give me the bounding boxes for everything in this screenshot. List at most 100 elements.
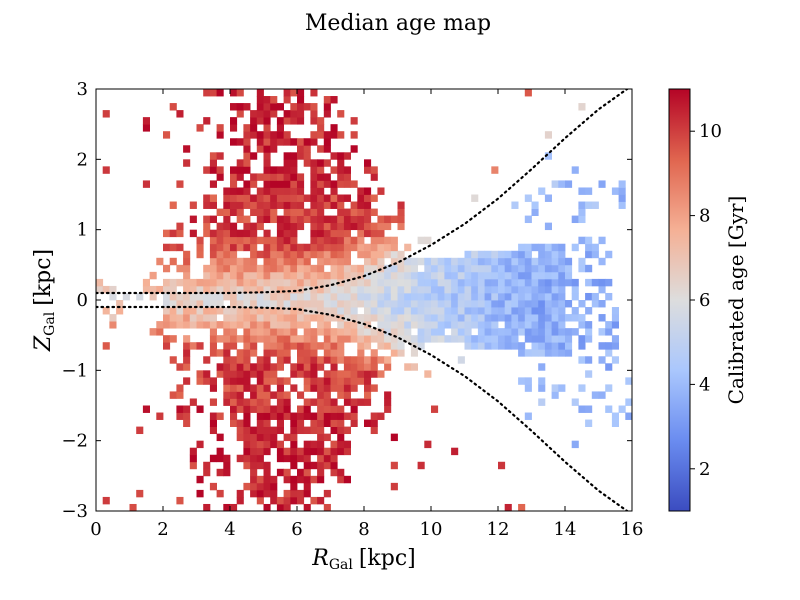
- heatmap-cell: [236, 314, 244, 322]
- heatmap-cell: [276, 363, 284, 371]
- heatmap-cell: [236, 335, 244, 343]
- heatmap-cell: [578, 103, 586, 111]
- heatmap-cell: [484, 342, 492, 350]
- heatmap-cell: [330, 285, 338, 294]
- heatmap-cell: [122, 292, 130, 301]
- heatmap-cell: [270, 278, 278, 287]
- heatmap-cell: [330, 215, 338, 224]
- heatmap-cell: [330, 461, 338, 470]
- heatmap-cell: [464, 250, 472, 259]
- heatmap-cell: [491, 285, 499, 294]
- heatmap-cell: [256, 335, 264, 343]
- heatmap-cell: [189, 461, 197, 470]
- heatmap-cell: [317, 201, 325, 209]
- heatmap-cell: [565, 300, 573, 308]
- heatmap-cell: [203, 117, 211, 125]
- heatmap-cell: [551, 384, 559, 392]
- heatmap-cell: [297, 180, 305, 188]
- heatmap-cell: [263, 117, 271, 125]
- heatmap-cell: [417, 292, 425, 301]
- heatmap-cell: [183, 412, 191, 420]
- heatmap-cell: [196, 250, 204, 259]
- heatmap-cell: [343, 264, 351, 273]
- heatmap-cell: [183, 271, 191, 280]
- heatmap-cell: [297, 264, 305, 273]
- heatmap-cell: [364, 292, 372, 301]
- lower-boundary-curve: [96, 305, 629, 511]
- heatmap-cell: [571, 328, 579, 336]
- heatmap-cell: [357, 328, 365, 336]
- heatmap-cell: [551, 278, 559, 287]
- heatmap-cell: [303, 314, 311, 322]
- heatmap-cell: [163, 314, 171, 322]
- heatmap-cell: [169, 278, 177, 287]
- heatmap-cell: [343, 475, 351, 484]
- heatmap-cell: [504, 314, 512, 322]
- heatmap-cell: [183, 314, 191, 322]
- heatmap-cell: [270, 426, 278, 435]
- heatmap-cell: [283, 349, 291, 357]
- heatmap-cell: [390, 433, 398, 442]
- heatmap-cell: [283, 201, 291, 209]
- heatmap-cell: [263, 405, 271, 413]
- heatmap-cell: [290, 482, 298, 491]
- heatmap-cell: [283, 89, 291, 97]
- heatmap-cell: [457, 307, 465, 315]
- heatmap-cell: [511, 264, 519, 273]
- heatmap-cell: [578, 257, 586, 266]
- heatmap-cell: [290, 222, 298, 231]
- heatmap-cell: [243, 145, 251, 153]
- heatmap-cell: [256, 187, 264, 195]
- heatmap-cell: [558, 264, 566, 273]
- heatmap-cell: [337, 201, 345, 209]
- heatmap-cell: [457, 356, 465, 364]
- heatmap-cell: [364, 321, 372, 329]
- heatmap-cell: [276, 138, 284, 146]
- heatmap-cell: [357, 215, 365, 224]
- heatmap-cell: [551, 349, 559, 357]
- heatmap-cell: [183, 356, 191, 364]
- heatmap-cell: [196, 489, 204, 498]
- heatmap-cell: [632, 384, 639, 391]
- heatmap-cell: [544, 328, 552, 336]
- heatmap-cell: [230, 89, 238, 97]
- heatmap-cell: [544, 285, 552, 294]
- heatmap-cell: [605, 363, 613, 371]
- heatmap-cell: [263, 194, 271, 202]
- heatmap-cell: [290, 271, 298, 280]
- heatmap-cell: [290, 264, 298, 273]
- heatmap-cell: [270, 370, 278, 378]
- heatmap-cell: [518, 328, 526, 336]
- heatmap-cell: [256, 264, 264, 273]
- heatmap-cell: [330, 292, 338, 301]
- heatmap-cell: [491, 321, 499, 329]
- heatmap-cell: [431, 335, 439, 343]
- heatmap-cell: [585, 335, 593, 343]
- heatmap-cell: [297, 215, 305, 224]
- heatmap-cell: [511, 201, 519, 209]
- heatmap-cell: [276, 412, 284, 420]
- heatmap-cell: [263, 257, 271, 266]
- heatmap-cell: [538, 349, 546, 357]
- heatmap-cell: [444, 314, 452, 322]
- heatmap-cell: [209, 398, 217, 406]
- heatmap-cell: [605, 349, 613, 357]
- heatmap-cell: [558, 271, 566, 280]
- heatmap-cell: [310, 292, 318, 301]
- x-axis-label-sub: Gal: [329, 557, 354, 573]
- heatmap-cell: [330, 335, 338, 343]
- heatmap-cell: [209, 215, 217, 224]
- heatmap-cell: [565, 335, 573, 343]
- heatmap-cell: [236, 159, 244, 167]
- heatmap-cell: [270, 307, 278, 315]
- heatmap-cell: [471, 335, 479, 343]
- heatmap-cell: [504, 250, 512, 259]
- heatmap-cell: [243, 236, 251, 245]
- heatmap-cell: [384, 321, 392, 329]
- heatmap-cell: [303, 321, 311, 329]
- heatmap-cell: [216, 307, 224, 315]
- heatmap-cell: [417, 278, 425, 287]
- heatmap-cell: [491, 300, 499, 308]
- heatmap-cell: [357, 194, 365, 202]
- heatmap-cell: [504, 271, 512, 280]
